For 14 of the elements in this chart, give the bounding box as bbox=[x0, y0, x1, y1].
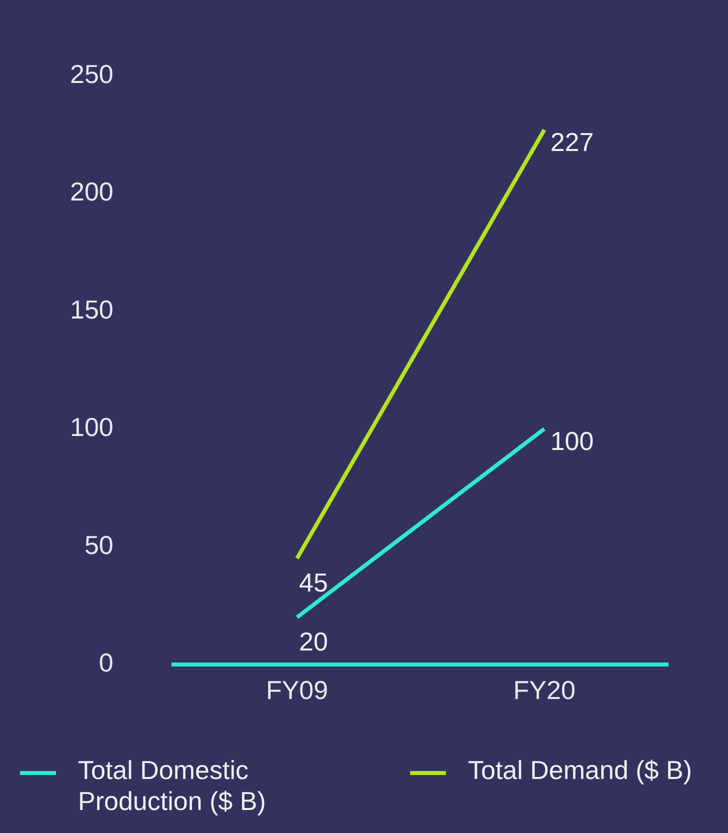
y-tick-label: 150 bbox=[70, 294, 114, 324]
y-tick-label: 0 bbox=[98, 648, 114, 678]
y-tick-label: 250 bbox=[70, 58, 114, 89]
x-tick-label: FY20 bbox=[513, 675, 576, 706]
x-tick-label: FY09 bbox=[266, 675, 328, 706]
data-label: 100 bbox=[550, 426, 594, 456]
y-tick-label: 50 bbox=[84, 530, 114, 560]
y-tick-label: 200 bbox=[70, 176, 114, 207]
legend-label: Total Demand ($ B) bbox=[468, 755, 692, 786]
data-label: 45 bbox=[299, 568, 328, 598]
legend-label: Total Domestic Production ($ B) bbox=[78, 755, 267, 817]
y-tick-label: 100 bbox=[70, 412, 114, 442]
data-label: 227 bbox=[550, 126, 594, 157]
data-label: 20 bbox=[299, 626, 328, 656]
